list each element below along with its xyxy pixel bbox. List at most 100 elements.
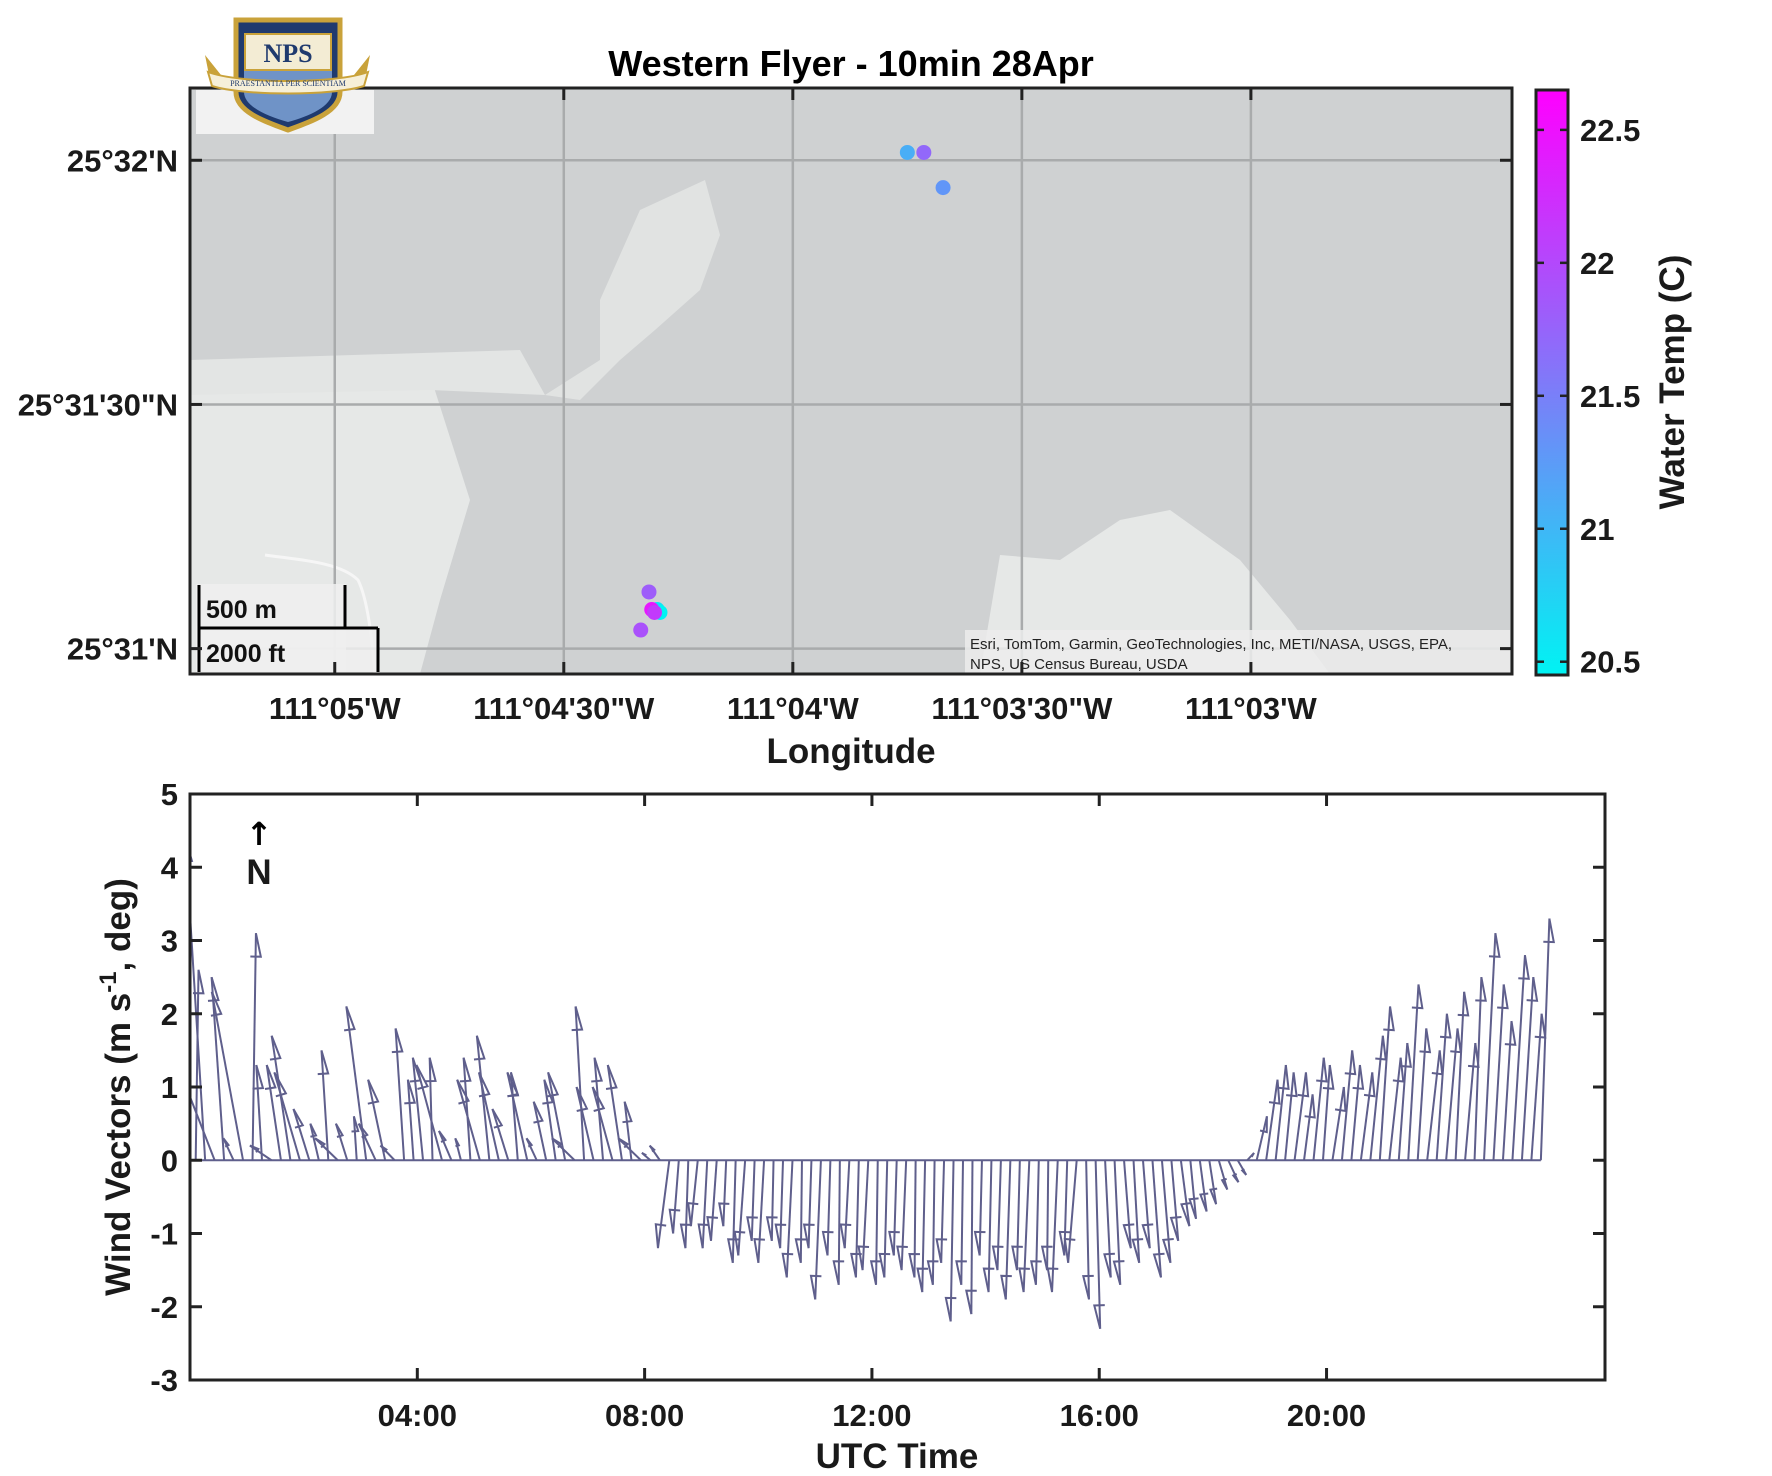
- wind-vector: [1103, 1160, 1115, 1278]
- wind-vector-shaft: [921, 1160, 927, 1293]
- wind-vector-head: [1058, 1230, 1071, 1256]
- wind-vector-shaft: [1359, 1072, 1374, 1161]
- wind-vector: [1407, 984, 1424, 1161]
- wind-vector-head: [1141, 1223, 1154, 1249]
- wind-y-tick-label: 0: [161, 1143, 178, 1178]
- wind-vector-head: [252, 1064, 265, 1090]
- map-panel: 500 m 2000 ft Esri, TomTom, Garmin, GeoT…: [18, 43, 1514, 771]
- wind-vector-shaft: [1132, 1160, 1141, 1263]
- wind-vector-head: [473, 1035, 486, 1061]
- wind-vector: [648, 1144, 661, 1161]
- wind-vector-shaft: [785, 1160, 794, 1278]
- wind-vector-shaft: [837, 1160, 841, 1285]
- wind-y-tick-label: 4: [161, 850, 179, 885]
- wind-vector-shaft: [1022, 1160, 1031, 1293]
- wind-vector-shaft: [1151, 1160, 1162, 1278]
- wind-vector-head: [250, 932, 263, 958]
- wind-vector-shaft: [1530, 1013, 1543, 1161]
- wind-vector: [1539, 918, 1556, 1161]
- wind-vector-shaft: [854, 1160, 860, 1278]
- wind-vector: [491, 1108, 510, 1161]
- wind-vector: [454, 1137, 462, 1161]
- wind-vector-shaft: [415, 1064, 443, 1161]
- wind-vector: [551, 1137, 576, 1161]
- wind-vector-shaft: [1483, 933, 1497, 1161]
- wind-vector: [459, 1057, 472, 1161]
- wind-vector-head: [351, 1116, 360, 1133]
- wind-vector: [869, 1160, 882, 1285]
- wind-vector-shaft: [1473, 977, 1483, 1161]
- wind-vector-head: [1259, 1116, 1268, 1134]
- wind-vector-head: [857, 1245, 870, 1271]
- wind-vector-shaft: [1511, 955, 1526, 1161]
- wind-vector: [1018, 1160, 1031, 1293]
- wind-vector: [794, 1160, 807, 1264]
- wind-vector-shaft: [970, 1160, 974, 1315]
- wind-vector: [575, 1086, 595, 1161]
- wind-vector-head: [454, 1137, 461, 1148]
- wind-vector-head: [367, 1079, 380, 1105]
- wind-vector: [1350, 1064, 1365, 1161]
- wind-vector-shaft: [1284, 1072, 1295, 1161]
- wind-vector-head: [404, 1079, 417, 1105]
- wind-vector-shaft: [1179, 1160, 1191, 1227]
- wind-vector-shaft: [352, 1116, 358, 1161]
- wind-vector-shaft: [1034, 1160, 1040, 1285]
- wind-vector: [1000, 1160, 1012, 1300]
- wind-vector: [832, 1160, 845, 1285]
- wind-vector-shaft: [1350, 1064, 1361, 1161]
- wind-vector-head: [973, 1230, 986, 1256]
- wind-vector-head: [733, 1230, 746, 1256]
- wind-vector-shaft: [394, 1028, 406, 1161]
- wind-vector: [878, 1160, 891, 1278]
- wind-vector-head: [1439, 1013, 1452, 1039]
- wind-vector-head: [551, 1137, 563, 1149]
- map-lon-tick-label: 111°03'30"W: [931, 691, 1113, 726]
- wind-vector-shaft: [1340, 1050, 1354, 1161]
- scale-feet-label: 2000 ft: [206, 640, 286, 668]
- colorbar-ticks: 22.5 22 21.5 21 20.5: [1536, 113, 1640, 680]
- wind-vector-shaft: [1321, 1064, 1331, 1161]
- wind-vector-head: [292, 1108, 305, 1129]
- wind-vector-head: [575, 1086, 589, 1112]
- wind-vector-head: [1488, 933, 1501, 958]
- wind-vector-head: [991, 1245, 1004, 1271]
- wind-vector-head: [1240, 1168, 1247, 1176]
- wind-vector: [781, 1160, 794, 1278]
- wind-vector-shaft: [617, 1137, 642, 1161]
- wind-vector: [1179, 1160, 1192, 1227]
- wind-vector-head: [1411, 984, 1424, 1010]
- wind-tick-labels: 04:00 08:00 12:00 16:00 20:00 5 4 3 2 1 0 -1 -2 -3: [150, 777, 1605, 1433]
- wind-vector-head: [391, 1028, 404, 1054]
- wind-vector: [617, 1137, 642, 1161]
- wind-vector-shaft: [1435, 1013, 1448, 1161]
- wind-vector-head: [1497, 984, 1509, 1010]
- wind-vector-head: [926, 1260, 939, 1285]
- wind-x-tick-label: 12:00: [832, 1398, 911, 1433]
- wind-vector: [1416, 1028, 1432, 1161]
- wind-vector-shaft: [506, 1072, 529, 1161]
- colorbar-tick-label: 20.5: [1580, 645, 1640, 680]
- wind-vector-shaft: [591, 1086, 614, 1161]
- wind-vector-head: [605, 1064, 618, 1090]
- wind-vector-shaft: [406, 1079, 415, 1161]
- wind-vector: [1511, 954, 1530, 1161]
- wind-vector: [273, 1071, 301, 1161]
- map-tick-labels: 111°05'W 111°04'30"W 111°04'W 111°03'30"W 11…: [18, 88, 1512, 726]
- wind-vector-head: [210, 991, 223, 1017]
- wind-vector-shaft: [477, 1072, 500, 1161]
- wind-vector-shaft: [807, 1160, 813, 1249]
- wind-vector-shaft: [960, 1160, 965, 1285]
- wind-vector: [991, 1160, 1004, 1271]
- map-lon-tick-label: 111°04'W: [727, 691, 860, 726]
- wind-vector: [404, 1079, 417, 1161]
- map-lon-tick-label: 111°05'W: [269, 691, 402, 726]
- wind-vector-shaft: [1397, 1042, 1409, 1161]
- wind-vector-head: [955, 1260, 967, 1285]
- wind-ylabel-tail: , deg): [99, 878, 138, 971]
- wind-vector-head: [896, 1245, 908, 1271]
- map-title: Western Flyer - 10min 28Apr: [608, 43, 1094, 84]
- wind-vector: [687, 1160, 699, 1227]
- wind-vector-shaft: [320, 1050, 330, 1161]
- attribution-line-2: NPS, US Census Bureau, USDA: [970, 656, 1188, 673]
